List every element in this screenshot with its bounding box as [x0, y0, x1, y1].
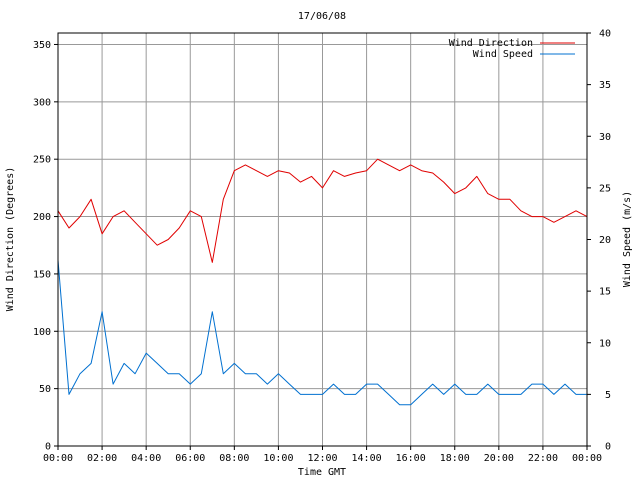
y2-tick-label: 40	[599, 29, 611, 40]
x-tick-label: 02:00	[87, 453, 117, 464]
legend-label-wind-direction: Wind Direction	[449, 38, 533, 49]
x-tick-label: 12:00	[307, 453, 337, 464]
y-tick-label: 0	[45, 442, 51, 453]
x-tick-label: 22:00	[528, 453, 558, 464]
series-line-wind-speed	[57, 260, 587, 406]
y2-axis-label: Wind Speed (m/s)	[622, 191, 633, 287]
y2-tick-label: 10	[599, 338, 611, 349]
series-layer	[57, 158, 588, 406]
y-axis-label: Wind Direction (Degrees)	[5, 167, 16, 312]
ticks: 00:00 02:00 04:00 06:00 08:00 10:00 12:00 14:00…	[33, 29, 611, 465]
grid	[57, 33, 588, 447]
y-tick-label: 250	[33, 155, 51, 166]
y-tick-label: 300	[33, 97, 51, 108]
x-tick-label: 00:00	[43, 453, 73, 464]
y2-tick-label: 30	[599, 132, 611, 143]
x-tick-label: 06:00	[175, 453, 205, 464]
y2-tick-label: 0	[605, 442, 611, 453]
series-line-wind-direction	[57, 158, 588, 263]
x-tick-label: 00:00	[572, 453, 602, 464]
x-tick-label: 20:00	[484, 453, 514, 464]
x-tick-label: 16:00	[396, 453, 426, 464]
y2-tick-label: 20	[599, 235, 611, 246]
y2-tick-label: 35	[599, 80, 611, 91]
x-tick-label: 04:00	[131, 453, 161, 464]
x-axis-label: Time GMT	[298, 467, 346, 478]
y2-tick-label: 15	[599, 287, 611, 298]
x-tick-label: 18:00	[440, 453, 470, 464]
legend-label-wind-speed: Wind Speed	[473, 49, 533, 60]
chart-title: 17/06/08	[298, 11, 346, 22]
y2-tick-label: 25	[599, 183, 611, 194]
x-tick-label: 10:00	[263, 453, 293, 464]
y-tick-label: 150	[33, 269, 51, 280]
x-tick-label: 14:00	[352, 453, 382, 464]
y-tick-label: 50	[39, 384, 51, 395]
y-tick-label: 100	[33, 327, 51, 338]
y-tick-label: 200	[33, 212, 51, 223]
x-tick-label: 08:00	[219, 453, 249, 464]
legend: Wind Direction Wind Speed	[449, 38, 575, 60]
y-tick-label: 350	[33, 40, 51, 51]
y2-tick-label: 5	[605, 390, 611, 401]
